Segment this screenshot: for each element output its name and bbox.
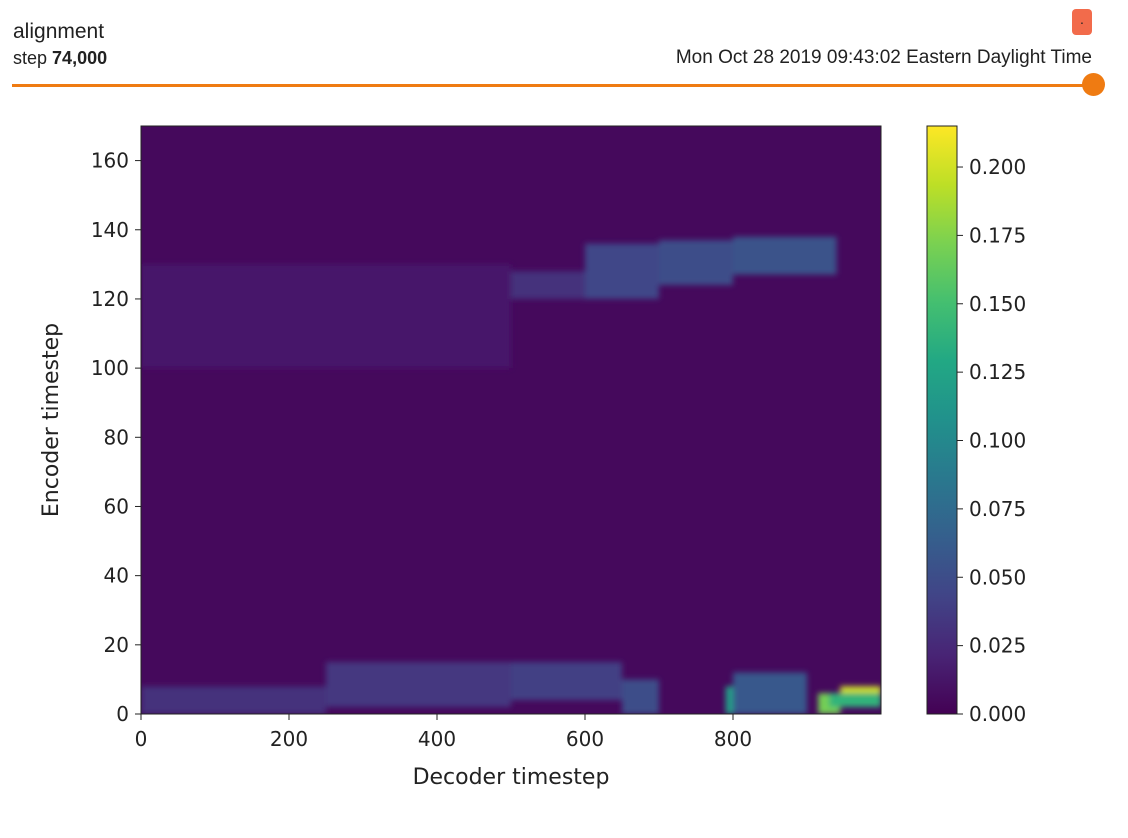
y-tick-label: 100	[91, 356, 129, 380]
x-tick-label: 200	[270, 727, 308, 751]
card-menu-button[interactable]: .	[1072, 9, 1092, 35]
x-tick-label: 800	[714, 727, 752, 751]
heatmap-cell-14	[141, 264, 511, 369]
plot-background	[141, 126, 881, 714]
heatmap-features	[141, 236, 881, 714]
heatmap-cell-2	[326, 662, 511, 708]
y-tick-label: 20	[104, 633, 129, 657]
step-label: step	[13, 48, 48, 68]
colorbar-tick-label: 0.150	[969, 292, 1026, 316]
heatmap-cell-8	[840, 686, 881, 694]
heatmap-cell-10	[511, 271, 585, 299]
colorbar-tick-label: 0.000	[969, 702, 1026, 726]
colorbar-tick-label: 0.200	[969, 155, 1026, 179]
heatmap-cell-3	[511, 662, 622, 701]
timestamp: Mon Oct 28 2019 09:43:02 Eastern Dayligh…	[675, 47, 1092, 68]
heatmap-cell-6	[733, 672, 807, 714]
x-axis-label: Decoder timestep	[413, 765, 610, 790]
step-value: 74,000	[52, 48, 108, 68]
step-indicator: step 74,000	[13, 48, 107, 69]
colorbar-tick-label: 0.100	[969, 429, 1026, 453]
heatmap-cell-4	[622, 679, 659, 714]
y-tick-label: 160	[91, 149, 129, 173]
heatmap-cell-9	[829, 693, 881, 708]
colorbar-ticks: 0.000 0.025 0.050 0.075 0.100 0.125 0.150 0.175…	[957, 155, 1026, 726]
heatmap-cell-11	[585, 243, 659, 299]
colorbar-tick-label: 0.175	[969, 223, 1026, 247]
x-axis-ticks: 0 200 400 600 800	[135, 714, 752, 751]
heatmap-cell-1	[215, 686, 326, 714]
y-axis-ticks: 0 20 40 60 80 100 120 140 160	[91, 149, 141, 726]
colorbar	[926, 125, 958, 715]
heatmap-cell-13	[733, 236, 837, 275]
plot-frame	[140, 125, 882, 715]
x-tick-label: 400	[418, 727, 456, 751]
y-tick-label: 0	[116, 702, 129, 726]
step-slider-handle[interactable]	[1082, 73, 1105, 96]
card-title: alignment	[13, 20, 105, 43]
y-axis-label: Encoder timestep	[39, 323, 64, 517]
colorbar-tick-label: 0.125	[969, 360, 1026, 384]
x-tick-label: 600	[566, 727, 604, 751]
x-tick-label: 0	[135, 727, 148, 751]
colorbar-tick-label: 0.050	[969, 565, 1026, 589]
heatmap-cell-12	[659, 240, 733, 286]
colorbar-tick-label: 0.025	[969, 634, 1026, 658]
y-tick-label: 40	[104, 564, 129, 588]
y-tick-label: 60	[104, 494, 129, 518]
heatmap-cell-5	[725, 686, 733, 714]
y-tick-label: 140	[91, 218, 129, 242]
y-tick-label: 120	[91, 287, 129, 311]
heatmap-cell-0	[141, 686, 215, 714]
step-slider-track[interactable]	[12, 84, 1094, 87]
colorbar-tick-label: 0.075	[969, 497, 1026, 521]
y-tick-label: 80	[104, 425, 129, 449]
